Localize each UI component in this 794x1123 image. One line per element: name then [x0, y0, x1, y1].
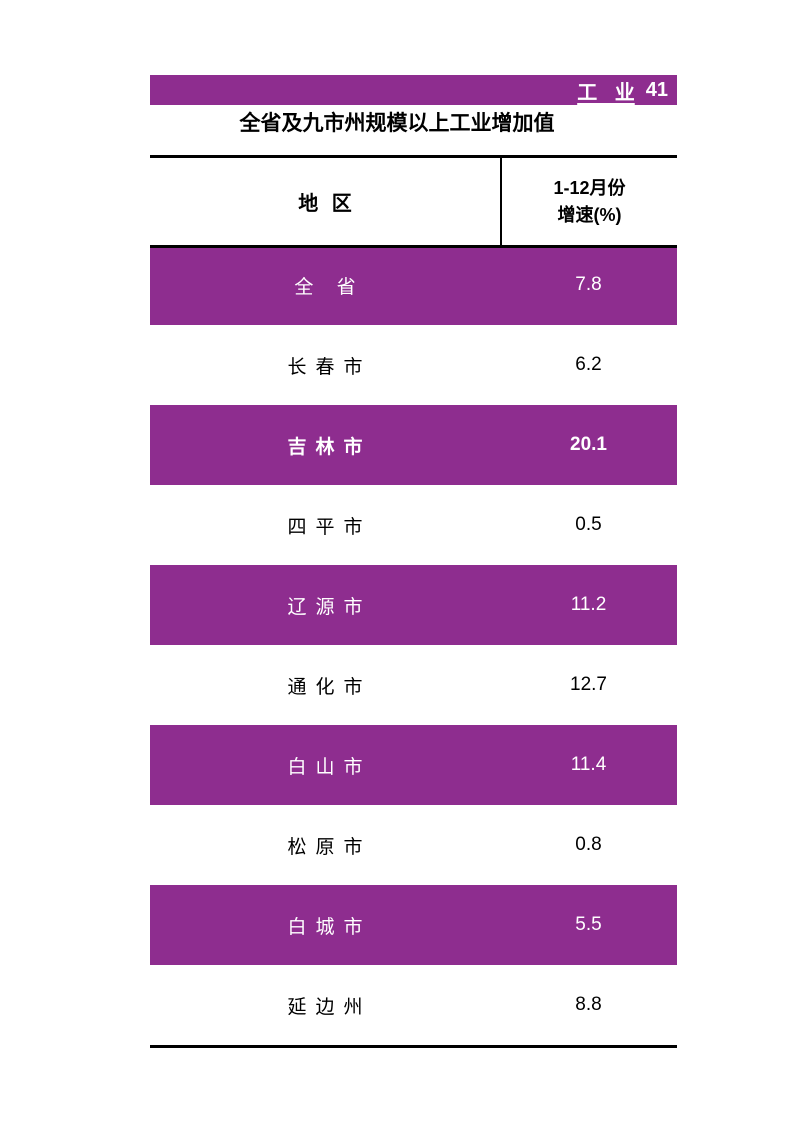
region-cell: 辽源市 [150, 565, 500, 645]
value-cell: 8.8 [575, 994, 602, 1015]
region-cell: 通化市 [150, 645, 500, 725]
table-row: 辽源市 11.2 [150, 565, 677, 645]
table-row: 四平市 0.5 [150, 485, 677, 565]
region-cell: 全 省 [150, 245, 500, 325]
table-body: 全 省 7.8 长春市 6.2 吉林市 20.1 四平市 0.5 辽源市 11.… [150, 245, 677, 1045]
table-row: 延边州 8.8 [150, 965, 677, 1045]
region-label: 长春市 [287, 356, 372, 378]
region-label: 白山市 [287, 756, 372, 778]
table-row: 白山市 11.4 [150, 725, 677, 805]
region-label: 延边州 [287, 996, 372, 1018]
section-label: 工 业 [577, 81, 635, 104]
region-label: 白城市 [287, 916, 372, 938]
table-row: 松原市 0.8 [150, 805, 677, 885]
section-header-bar: 工 业 41 [150, 75, 677, 105]
value-cell: 0.5 [575, 514, 602, 535]
region-cell: 松原市 [150, 805, 500, 885]
table-row: 通化市 12.7 [150, 645, 677, 725]
header-value-line2: 增速(%) [557, 204, 622, 225]
region-label: 通化市 [287, 676, 372, 698]
value-cell: 6.2 [575, 354, 602, 375]
value-cell: 11.2 [570, 594, 607, 615]
table-bottom-rule [150, 1045, 677, 1048]
table-row: 吉林市 20.1 [150, 405, 677, 485]
value-cell: 20.1 [570, 434, 607, 455]
table-row: 长春市 6.2 [150, 325, 677, 405]
region-cell: 白城市 [150, 885, 500, 965]
region-label: 全 省 [294, 276, 365, 298]
region-cell: 白山市 [150, 725, 500, 805]
region-label: 辽源市 [287, 596, 372, 618]
header-value-line1: 1-12月份 [553, 177, 626, 198]
region-label: 四平市 [287, 516, 372, 538]
value-cell: 11.4 [570, 754, 607, 775]
table-header-rule [150, 245, 677, 248]
region-label: 吉林市 [287, 436, 372, 458]
page-number: 41 [645, 78, 668, 101]
value-cell: 12.7 [570, 674, 607, 695]
value-cell: 7.8 [575, 274, 602, 295]
header-region-cell: 地 区 [298, 193, 352, 215]
region-cell: 长春市 [150, 325, 500, 405]
value-cell: 0.8 [575, 834, 602, 855]
header-value-cell: 1-12月份 增速(%) [500, 158, 677, 245]
region-label: 松原市 [287, 836, 372, 858]
region-cell: 延边州 [150, 965, 500, 1045]
region-cell: 四平市 [150, 485, 500, 565]
table-row: 白城市 5.5 [150, 885, 677, 965]
table-header-row: 地 区 1-12月份 增速(%) [150, 158, 677, 245]
table-top-rule [150, 155, 677, 158]
data-table: 地 区 1-12月份 增速(%) 全 省 7.8 长春市 6.2 吉林市 20.… [150, 155, 677, 1048]
value-cell: 5.5 [575, 914, 602, 935]
table-row: 全 省 7.8 [150, 245, 677, 325]
region-cell: 吉林市 [150, 405, 500, 485]
table-title: 全省及九市州规模以上工业增加值 [239, 112, 555, 135]
